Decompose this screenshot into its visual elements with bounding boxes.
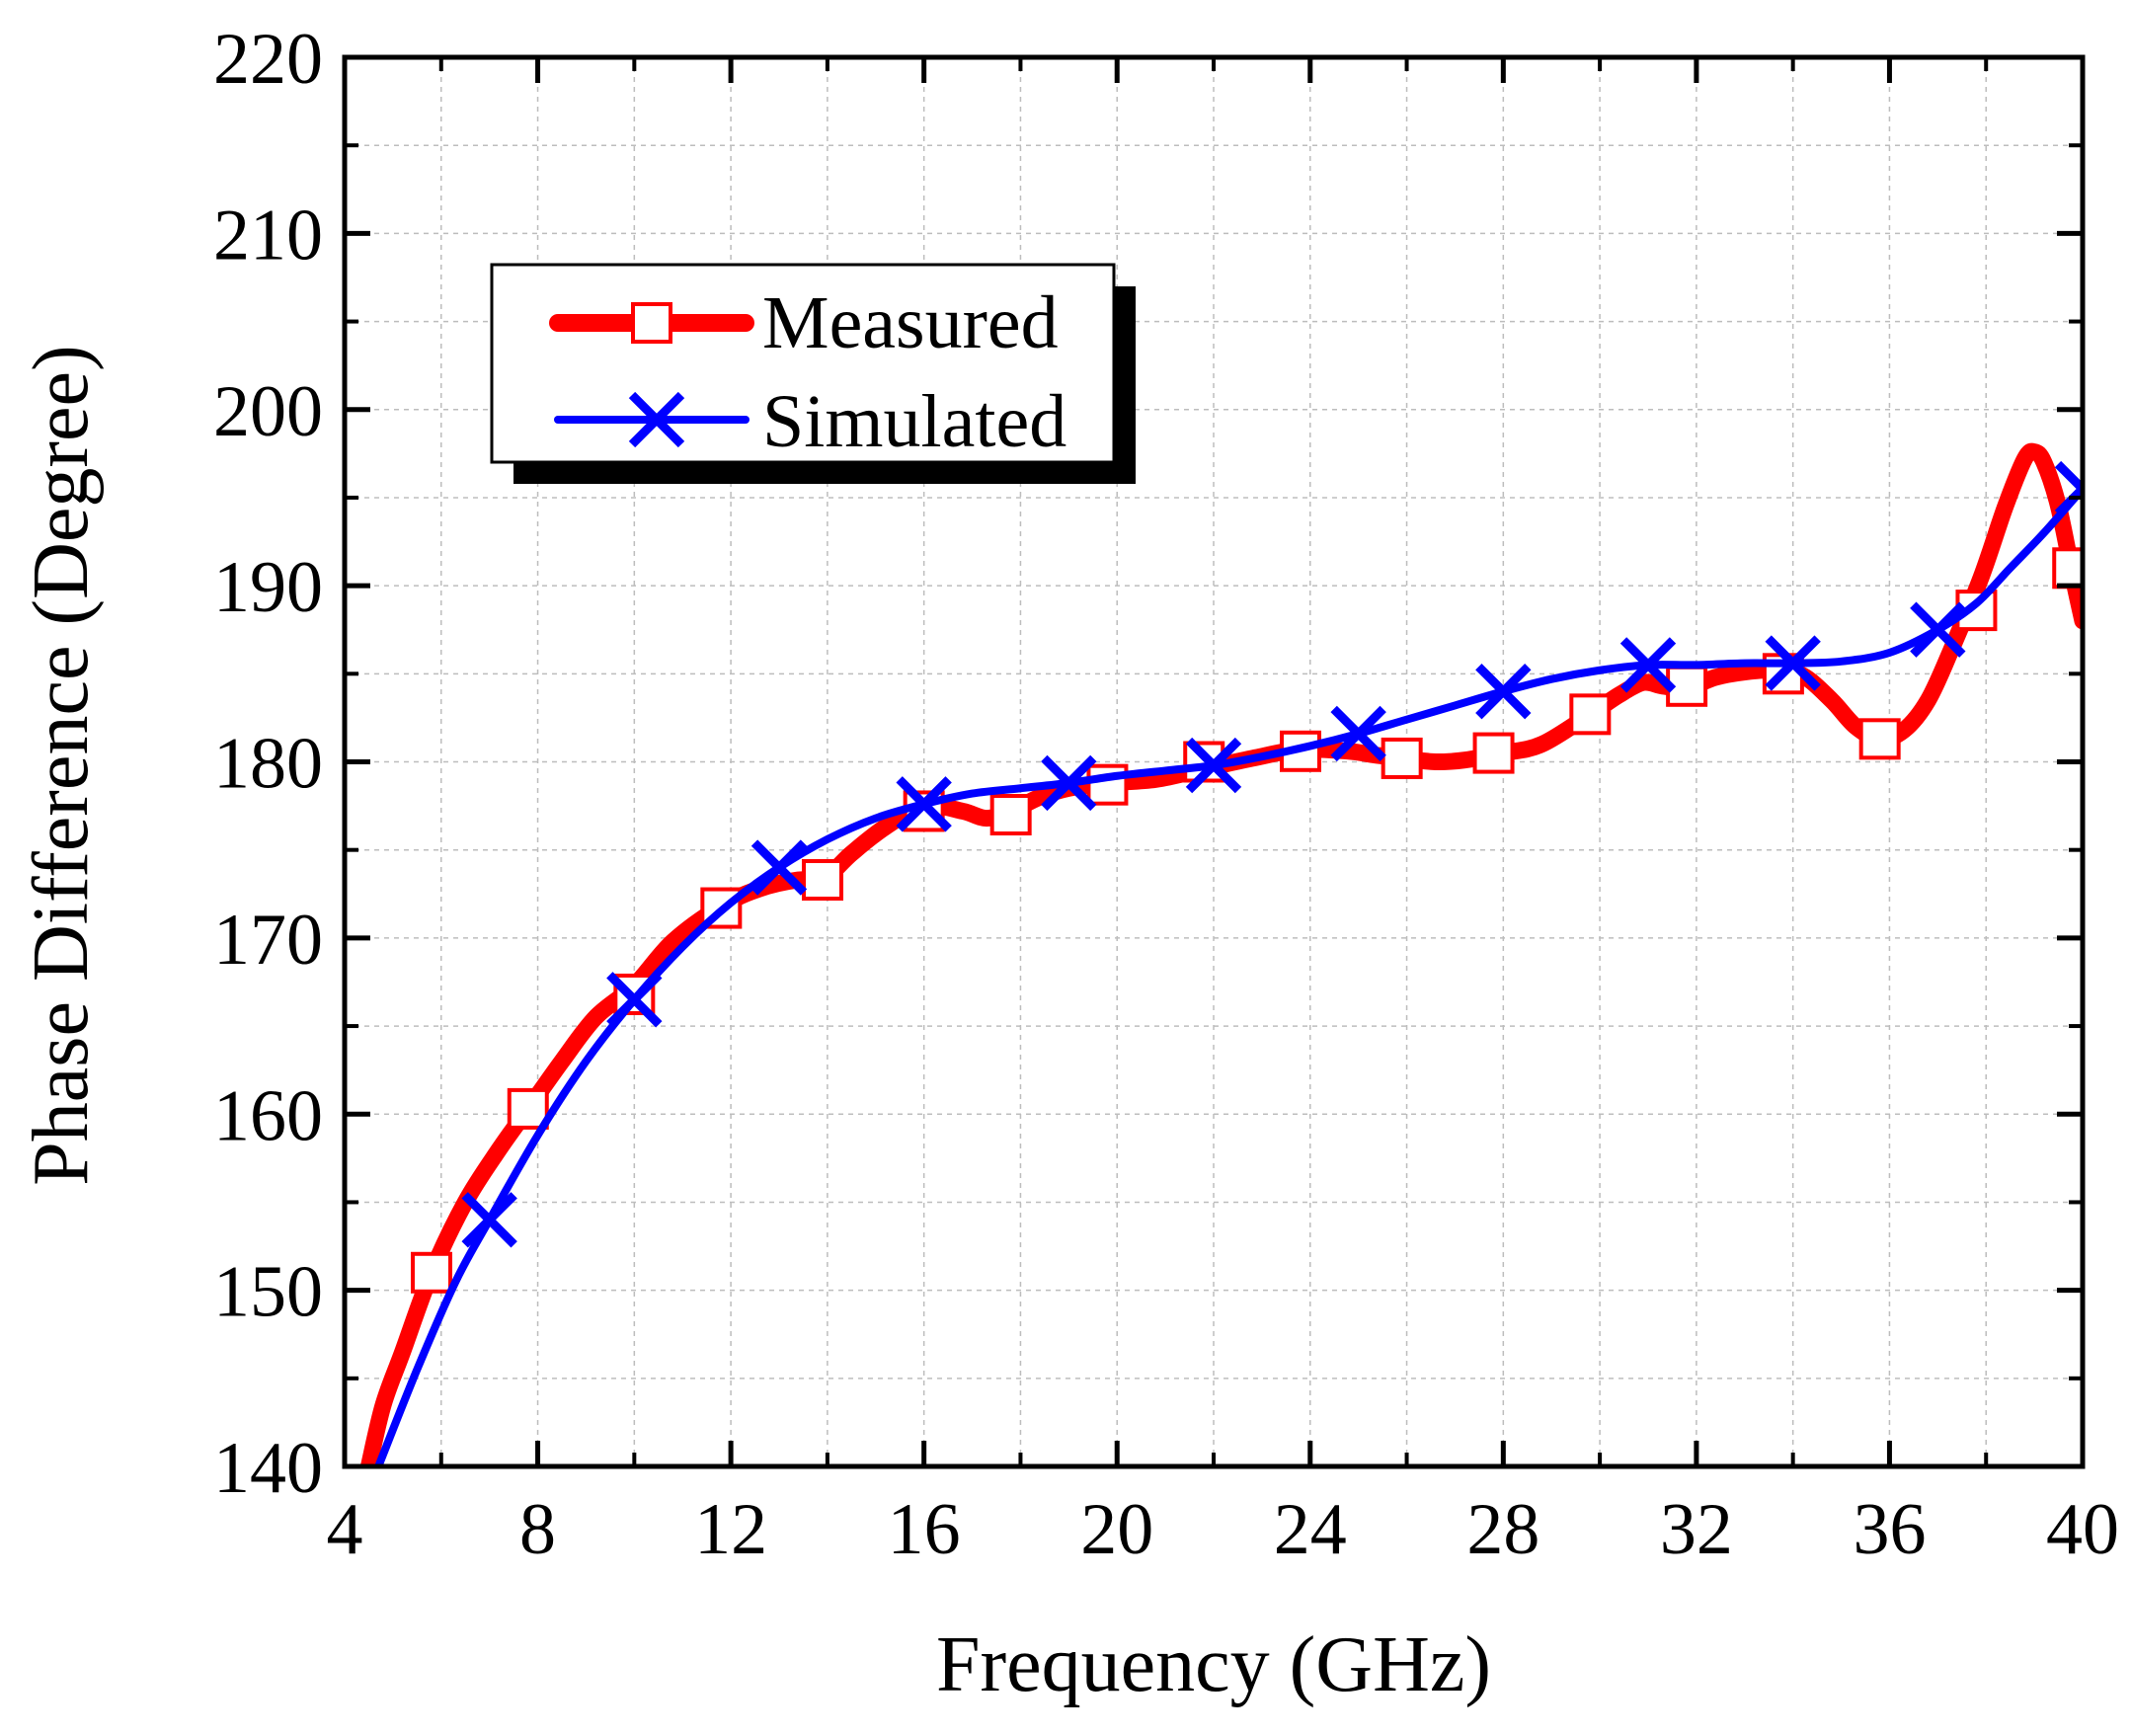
legend-simulated-marker — [628, 391, 685, 448]
series-layer — [359, 442, 2083, 1466]
simulated-marker-stroke — [1041, 754, 1097, 812]
measured-marker — [411, 1251, 452, 1294]
legend-measured-label: Measured — [762, 281, 1059, 364]
y-tick-label: 150 — [213, 1252, 323, 1333]
y-tick-label: 170 — [213, 900, 323, 981]
measured-marker — [1472, 732, 1515, 774]
legend: Measured Simulated — [490, 263, 1136, 484]
x-tick-label: 4 — [327, 1489, 363, 1570]
x-tick-label: 28 — [1466, 1489, 1539, 1570]
y-tick-label: 200 — [213, 371, 323, 452]
x-tick-label: 32 — [1660, 1489, 1733, 1570]
simulated-marker — [1185, 737, 1242, 794]
legend-box — [490, 263, 1116, 464]
legend-measured-marker — [631, 302, 672, 344]
simulated-marker — [750, 839, 808, 896]
legend-simulated-label: Simulated — [762, 380, 1066, 463]
simulated-marker-stroke — [1330, 705, 1386, 762]
x-axis-title: Frequency (GHz) — [936, 1621, 1491, 1708]
y-tick-label: 160 — [213, 1075, 323, 1156]
simulated-marker-stroke — [1475, 663, 1532, 720]
measured-marker — [1858, 718, 1901, 760]
measured-marker — [1381, 737, 1423, 779]
measured-marker — [802, 859, 843, 902]
tick-labels: 4 8 12 16 20 24 28 32 36 40 140 150 160 170 180 190 200 2… — [213, 19, 2119, 1570]
simulated-marker — [1475, 663, 1532, 720]
x-tick-label: 20 — [1080, 1489, 1153, 1570]
y-tick-label: 190 — [213, 547, 323, 628]
measured-marker — [507, 1087, 549, 1130]
measured-marker — [989, 794, 1032, 836]
y-tick-label: 210 — [213, 195, 323, 276]
measured-marker — [1569, 693, 1612, 736]
ticks — [342, 54, 2086, 1469]
simulated-marker — [1765, 635, 1821, 691]
x-tick-label: 36 — [1853, 1489, 1926, 1570]
simulated-marker-stroke — [1619, 637, 1677, 693]
simulated-marker-stroke — [461, 1192, 517, 1248]
simulated-marker — [2054, 460, 2083, 517]
x-tick-label: 40 — [2046, 1489, 2119, 1570]
simulated-marker-stroke — [606, 972, 663, 1028]
y-tick-label: 140 — [213, 1428, 323, 1509]
measured-marker — [2052, 547, 2083, 590]
simulated-marker — [1041, 754, 1097, 812]
simulated-marker — [896, 776, 952, 832]
simulated-marker-stroke — [1765, 635, 1821, 691]
simulated-marker — [1619, 637, 1677, 693]
simulated-marker-stroke — [750, 839, 808, 896]
x-tick-label: 8 — [519, 1489, 556, 1570]
simulated-marker — [606, 972, 663, 1028]
y-axis-title: Phase Difference (Degree) — [18, 345, 105, 1185]
x-tick-label: 16 — [888, 1489, 961, 1570]
simulated-marker-stroke — [1910, 601, 1966, 658]
y-tick-label: 220 — [213, 19, 323, 100]
simulated-marker-stroke — [896, 776, 952, 832]
simulated-marker — [1330, 705, 1386, 762]
simulated-marker-stroke — [2054, 460, 2083, 496]
x-tick-label: 24 — [1274, 1489, 1347, 1570]
simulated-marker-stroke — [1185, 737, 1242, 794]
y-tick-label: 180 — [213, 724, 323, 805]
simulated-marker-stroke — [2054, 482, 2083, 517]
x-tick-label: 12 — [694, 1489, 767, 1570]
simulated-marker — [1910, 601, 1966, 658]
simulated-marker — [461, 1192, 517, 1248]
